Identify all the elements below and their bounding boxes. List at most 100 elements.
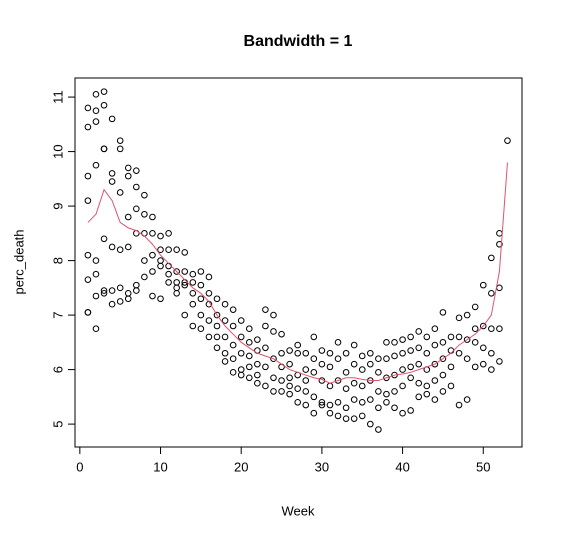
data-point [399, 382, 406, 390]
data-point [342, 404, 350, 412]
data-point [205, 273, 213, 281]
y-axis-label: perc_death [11, 229, 26, 294]
data-point [415, 393, 423, 401]
data-point [488, 254, 495, 262]
data-point [278, 388, 285, 395]
data-point [245, 325, 253, 333]
data-point [423, 382, 431, 390]
data-point [310, 333, 318, 341]
data-point [213, 344, 221, 352]
data-point [245, 352, 253, 360]
data-point [157, 246, 164, 253]
data-point [100, 287, 108, 294]
data-point [245, 374, 253, 382]
data-point [431, 341, 439, 349]
data-point [358, 352, 366, 360]
data-point [471, 339, 479, 346]
data-point [92, 107, 100, 115]
data-point [84, 197, 92, 204]
data-point [286, 360, 293, 368]
data-point [496, 230, 503, 237]
data-point [173, 289, 180, 297]
data-point [213, 311, 221, 319]
data-point [479, 360, 487, 368]
data-point [229, 355, 237, 363]
data-point [92, 161, 100, 169]
data-point [342, 369, 350, 376]
data-point [326, 349, 334, 357]
y-tick-label: 6 [50, 366, 65, 373]
data-point [92, 118, 100, 125]
data-point [189, 300, 197, 308]
data-point [310, 355, 318, 363]
data-point [254, 360, 261, 368]
data-point [149, 213, 156, 221]
data-point [294, 349, 301, 357]
data-point [197, 325, 205, 333]
data-point [407, 347, 414, 354]
data-point [431, 325, 439, 333]
data-point [116, 137, 124, 144]
data-point [488, 325, 495, 333]
data-point [334, 377, 342, 384]
data-point [189, 270, 197, 278]
data-point [262, 306, 269, 313]
data-point [157, 257, 164, 264]
data-point [302, 349, 310, 357]
data-point [383, 399, 390, 406]
data-point [383, 339, 390, 346]
data-point [229, 322, 237, 330]
data-point [463, 355, 471, 363]
data-point [326, 401, 334, 409]
data-point [165, 270, 172, 278]
data-point [286, 390, 293, 398]
data-point [350, 415, 358, 422]
data-point [116, 189, 124, 196]
data-point [455, 349, 463, 357]
data-point [431, 396, 439, 403]
data-point [270, 355, 277, 363]
data-point [262, 382, 269, 390]
data-point [229, 341, 237, 349]
data-point [326, 409, 334, 417]
data-point [326, 382, 334, 390]
data-point [455, 314, 463, 322]
y-tick-label: 8 [50, 257, 65, 264]
data-point [326, 363, 334, 371]
data-point [84, 104, 92, 112]
data-point [124, 172, 132, 180]
data-point [237, 317, 245, 324]
data-point [100, 101, 108, 109]
data-point [439, 309, 447, 316]
data-point [100, 235, 108, 243]
data-point [205, 289, 213, 297]
data-point [407, 407, 414, 414]
data-point [221, 300, 229, 308]
data-point [245, 363, 253, 371]
x-tick-label: 10 [153, 459, 167, 474]
data-point [108, 300, 116, 308]
data-point [262, 322, 269, 330]
data-point [358, 382, 366, 390]
data-point [342, 385, 350, 392]
data-point [455, 401, 463, 409]
data-point [431, 377, 439, 384]
data-point [229, 306, 237, 313]
data-point [391, 352, 398, 360]
data-point [124, 289, 132, 297]
chart-title: Bandwidth = 1 [244, 33, 353, 50]
data-point [278, 330, 285, 338]
data-point [165, 279, 172, 286]
data-point [350, 341, 358, 349]
data-point [350, 360, 358, 368]
data-point [237, 333, 245, 341]
data-point [84, 309, 92, 316]
data-point [116, 145, 124, 153]
data-point [165, 262, 172, 270]
data-point [439, 355, 447, 363]
data-point [245, 339, 253, 346]
data-point [399, 409, 406, 417]
data-point [318, 399, 326, 406]
